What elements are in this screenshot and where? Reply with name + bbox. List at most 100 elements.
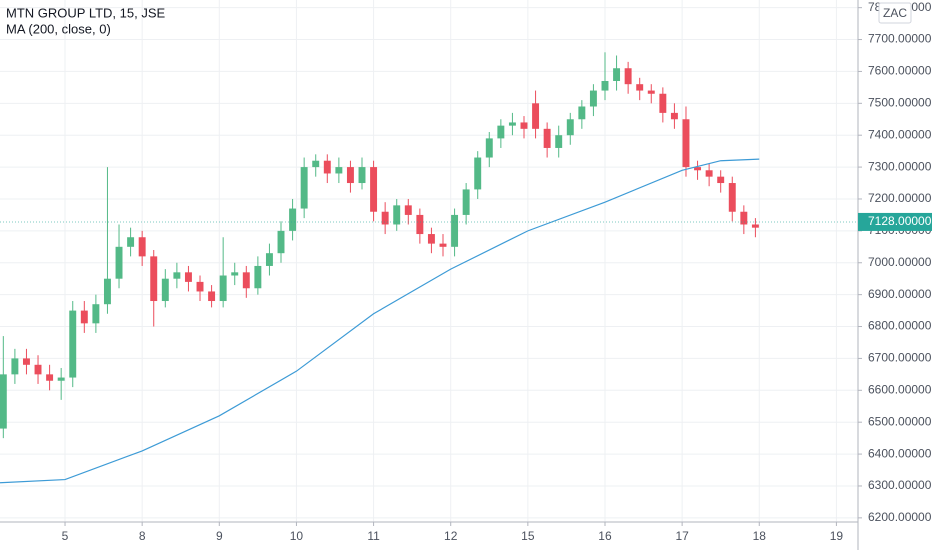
candle-body (670, 112, 678, 120)
candle-body (705, 170, 713, 177)
x-tick-label: 18 (753, 529, 767, 543)
candle-body (289, 208, 297, 231)
grid (0, 0, 858, 522)
candle-body (11, 358, 19, 375)
candle-body (208, 291, 216, 302)
x-tick-label: 5 (62, 529, 69, 543)
y-tick-label: 6700.00000 (868, 351, 932, 365)
candle-body (173, 272, 181, 279)
candle-body (682, 119, 690, 168)
candle-body (312, 160, 320, 168)
candle-body (242, 272, 250, 289)
candle-body (393, 205, 401, 225)
candle-body (578, 106, 586, 120)
candle-body (462, 189, 470, 215)
candle-body (0, 374, 7, 429)
candle-body (613, 68, 621, 81)
candle-body (161, 278, 169, 302)
candle-body (636, 84, 644, 91)
candle-body (728, 183, 736, 212)
y-tick-label: 6900.00000 (868, 287, 932, 301)
candle-body (717, 176, 725, 184)
candle-body (277, 230, 285, 254)
candle-body (103, 278, 111, 305)
candle-body (300, 167, 308, 209)
y-tick-label: 7000.00000 (868, 255, 932, 269)
y-tick-label: 7300.00000 (868, 159, 932, 173)
y-tick-label: 7600.00000 (868, 64, 932, 78)
currency-box[interactable] (878, 2, 912, 24)
candle-body (451, 214, 459, 247)
candle-body (265, 253, 273, 266)
y-tick-label: 6500.00000 (868, 414, 932, 428)
candle-body (346, 167, 354, 184)
candle-body (439, 243, 447, 247)
candle-body (508, 122, 516, 126)
candle-body (543, 128, 551, 148)
x-tick-label: 11 (367, 529, 380, 543)
candle-body (427, 234, 435, 244)
y-tick-label: 6400.00000 (868, 446, 932, 460)
x-tick-label: 8 (139, 529, 146, 543)
y-tick-label: 6800.00000 (868, 319, 932, 333)
candle-body (370, 167, 378, 212)
y-tick-label: 7200.00000 (868, 191, 932, 205)
y-tick-label: 6300.00000 (868, 478, 932, 492)
candle-body (138, 237, 146, 257)
candle-body (740, 211, 748, 225)
candle-body (69, 310, 77, 378)
candle-body (416, 214, 424, 235)
y-tick-label: 7700.00000 (868, 32, 932, 46)
currency-label[interactable]: ZAC (883, 6, 907, 20)
candle-body (647, 90, 655, 94)
candle-body (659, 93, 667, 113)
candle-body (589, 90, 597, 107)
candle-body (555, 135, 563, 148)
y-tick-label: 7500.00000 (868, 95, 932, 109)
candle-body (115, 246, 123, 279)
indicator-label: MA (200, close, 0) (6, 21, 111, 36)
last-price-label: 7128.00000 (868, 214, 932, 228)
candle-body (497, 125, 505, 139)
candle-body (474, 157, 482, 190)
candle-body (80, 310, 88, 324)
x-tick-label: 19 (830, 529, 844, 543)
x-tick-label: 12 (444, 529, 458, 543)
moving-average-line (0, 158, 760, 484)
candle-body (566, 119, 574, 136)
y-tick-label: 7400.00000 (868, 127, 932, 141)
x-tick-label: 9 (216, 529, 223, 543)
candle-body (624, 68, 632, 85)
candle-body (404, 205, 412, 215)
candle-body (601, 80, 609, 91)
candle-body (219, 275, 227, 302)
candle-body (485, 138, 493, 158)
candle-body (57, 377, 65, 381)
x-tick-label: 15 (521, 529, 535, 543)
candle-body (358, 167, 366, 184)
candle-body (751, 224, 759, 228)
candle-body (22, 358, 30, 365)
candle-body (127, 237, 135, 247)
x-tick-label: 10 (290, 529, 304, 543)
y-tick-label: 6200.00000 (868, 510, 932, 524)
plot (0, 52, 858, 484)
x-tick-label: 17 (675, 529, 689, 543)
candle-body (34, 364, 42, 375)
last-price-box (858, 212, 932, 231)
y-tick-label: 6600.00000 (868, 382, 932, 396)
candle-body (92, 304, 100, 324)
candle-body (323, 160, 331, 174)
candle-body (694, 167, 702, 171)
candle-body (196, 281, 204, 292)
chart-title: MTN GROUP LTD, 15, JSE (6, 5, 165, 20)
axes: 6200.00000 6300.00000 6400.00000 6500.00000… (62, 0, 932, 543)
candle-body (184, 272, 192, 282)
candle-body (381, 211, 389, 225)
candle-body (254, 265, 262, 289)
x-tick-label: 16 (598, 529, 612, 543)
candle-body (335, 167, 343, 174)
candle-body (231, 272, 239, 276)
